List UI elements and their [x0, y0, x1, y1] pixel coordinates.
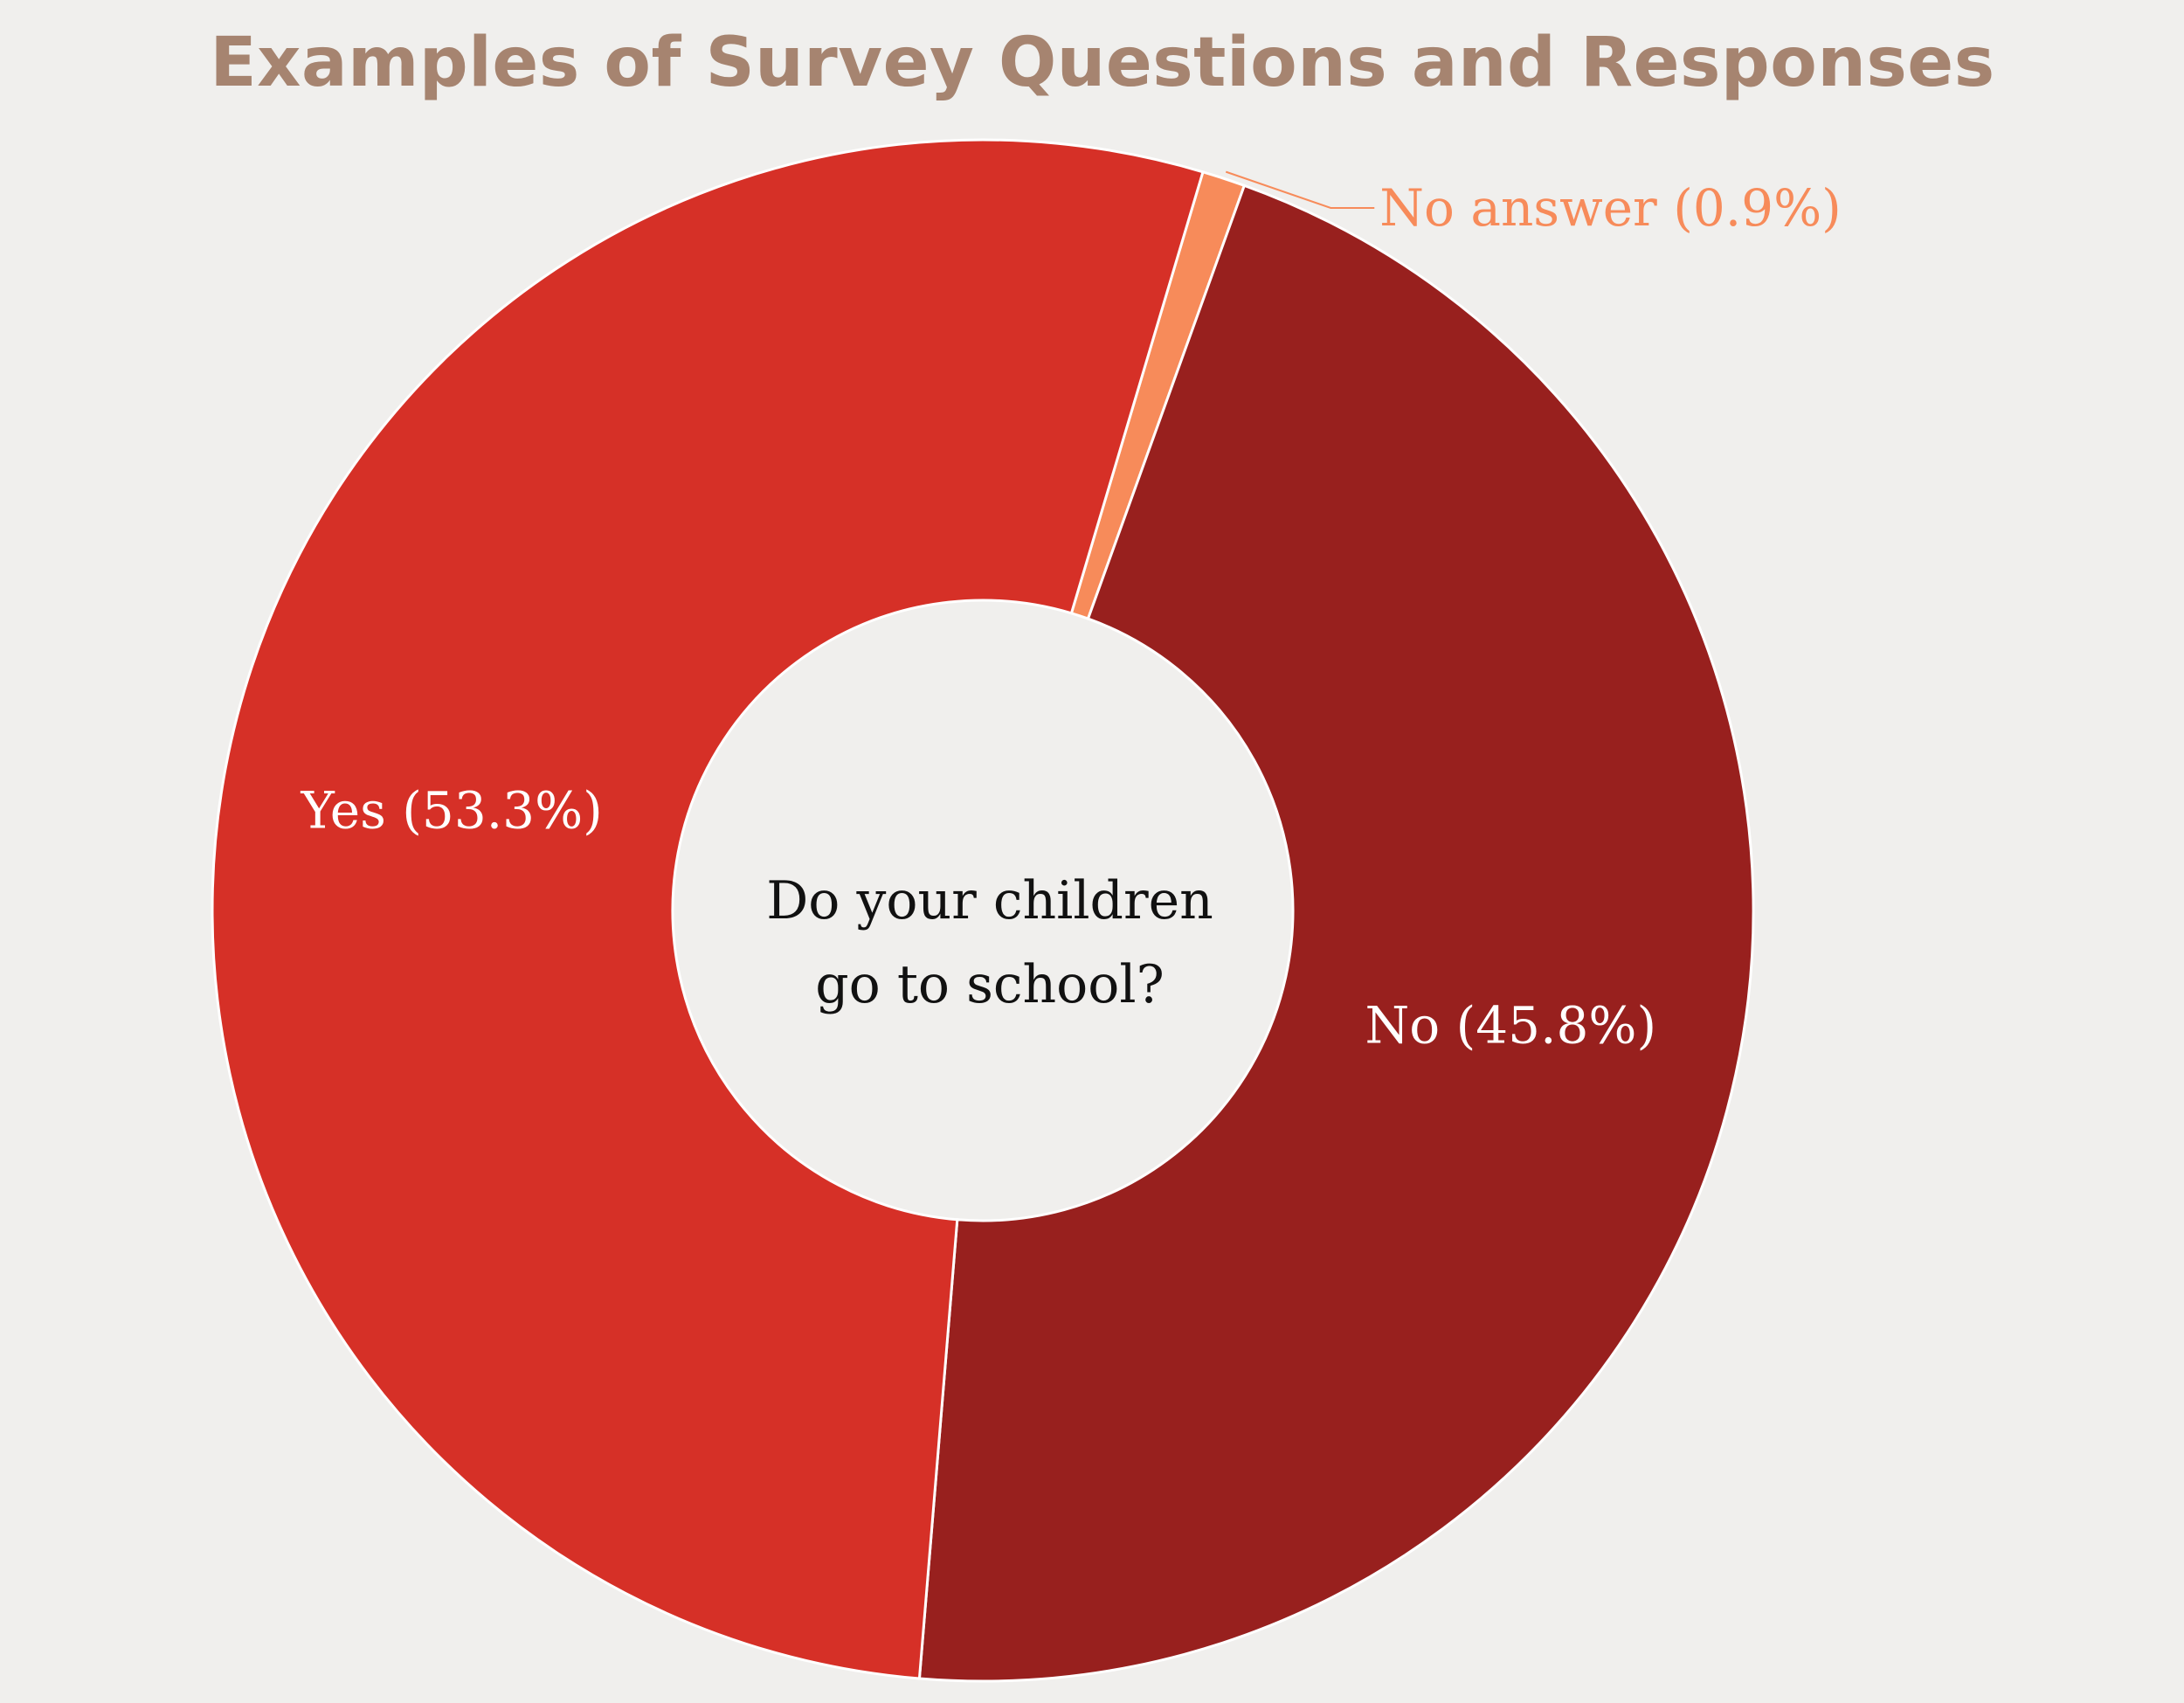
slice-yes [211, 138, 1205, 1680]
slice-label-no-answer: No answer (0.9%) [1379, 178, 1842, 238]
center-question-line-2: go to school? [815, 954, 1165, 1015]
labels-layer: No answer (0.9%) No (45.8%) Yes (53.3%) [301, 170, 1842, 1056]
slice-label-no: No (45.8%) [1365, 996, 1657, 1056]
slice-label-yes: Yes (53.3%) [301, 781, 603, 841]
center-question-line-1: Do your children [766, 870, 1213, 931]
leader-line [1225, 170, 1375, 209]
slices-layer [211, 138, 1755, 1683]
chart-title: Examples of Survey Questions and Respons… [210, 24, 1994, 102]
slice-no [917, 183, 1755, 1683]
